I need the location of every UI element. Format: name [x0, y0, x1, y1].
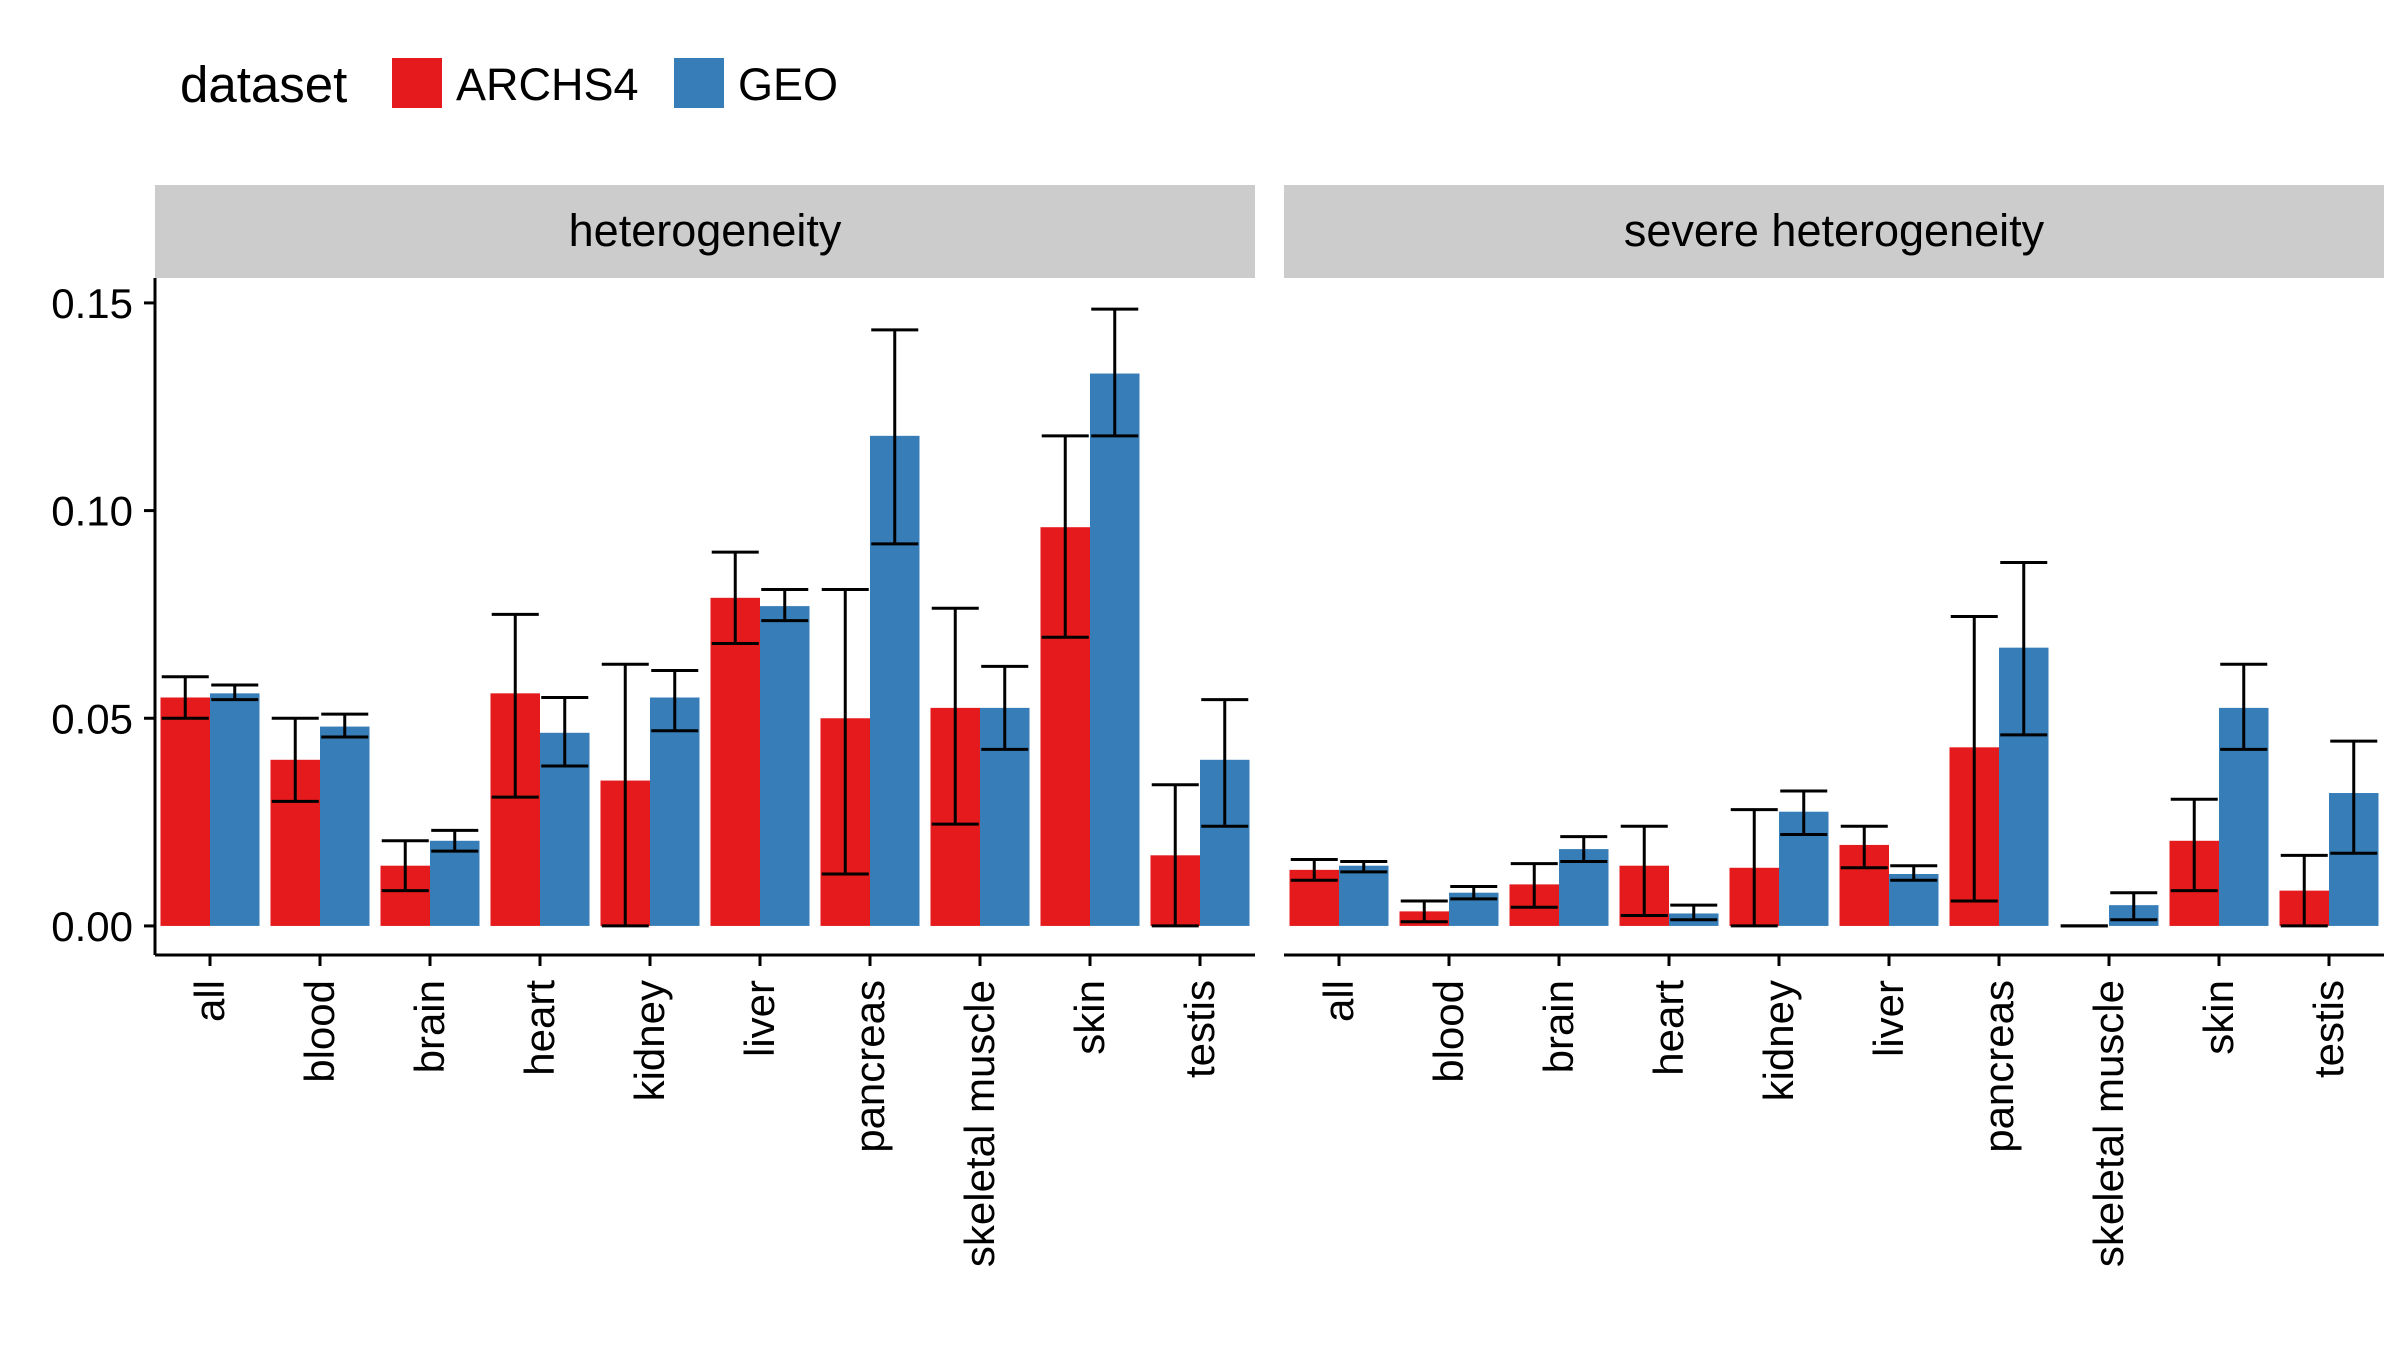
- bar-heterogeneity-skin-geo: [1090, 373, 1140, 926]
- x-tick-label-all: all: [186, 980, 233, 1022]
- errorbar-severe-heterogeneity-pancreas-archs4: [1950, 615, 1998, 903]
- bar-heterogeneity-kidney-geo: [650, 697, 700, 926]
- errorbar-severe-heterogeneity-blood-geo: [1450, 884, 1498, 901]
- panel-severe-heterogeneity: severe heterogeneity all blood brain heart k…: [1284, 185, 2384, 1267]
- x-tick-label-skin: skin: [1066, 980, 1113, 1055]
- legend-label-archs4: ARCHS4: [456, 59, 639, 110]
- strip-label-heterogeneity: heterogeneity: [569, 205, 842, 256]
- x-tick-label-kidney: kidney: [626, 980, 673, 1101]
- errorbar-heterogeneity-brain-geo: [431, 828, 479, 853]
- errorbar-severe-heterogeneity-pancreas-geo: [2000, 561, 2048, 737]
- bar-heterogeneity-brain-geo: [430, 840, 480, 926]
- bar-severe-heterogeneity-liver-geo: [1889, 874, 1939, 926]
- errorbar-heterogeneity-brain-archs4: [381, 839, 429, 893]
- errorbar-heterogeneity-skin-geo: [1091, 307, 1139, 438]
- x-tick-label-pancreas: pancreas: [846, 980, 893, 1153]
- bar-heterogeneity-liver-geo: [760, 606, 810, 926]
- x-tick-label-brain: brain: [406, 980, 453, 1073]
- errorbar-severe-heterogeneity-brain-geo: [1560, 835, 1608, 864]
- errorbar-severe-heterogeneity-liver-geo: [1890, 864, 1938, 882]
- x-tick-label-blood: blood: [1425, 980, 1472, 1083]
- errorbar-heterogeneity-blood-geo: [321, 712, 369, 739]
- errorbar-heterogeneity-heart-geo: [541, 695, 589, 768]
- y-tick-label: 0.10: [51, 488, 133, 535]
- legend-title: dataset: [180, 56, 347, 113]
- legend: dataset ARCHS4 GEO: [180, 56, 838, 113]
- y-tick-label: 0.05: [51, 695, 133, 742]
- errorbar-severe-heterogeneity-heart-archs4: [1620, 824, 1668, 918]
- errorbar-heterogeneity-kidney-geo: [651, 668, 699, 733]
- errorbar-heterogeneity-kidney-archs4: [601, 662, 649, 928]
- errorbar-severe-heterogeneity-all-archs4: [1290, 857, 1338, 882]
- errorbar-severe-heterogeneity-all-geo: [1340, 860, 1388, 874]
- strip-heterogeneity: [155, 185, 1255, 278]
- errorbar-heterogeneity-testis-geo: [1201, 698, 1249, 828]
- strip-severe-heterogeneity: [1284, 185, 2384, 278]
- plot-area-severe-heterogeneity: all blood brain heart kidney liver pancreas ske…: [1284, 561, 2384, 1267]
- strip-label-severe-heterogeneity: severe heterogeneity: [1624, 205, 2045, 256]
- bar-heterogeneity-blood-geo: [320, 726, 370, 926]
- x-tick-label-skin: skin: [2195, 980, 2242, 1055]
- x-tick-label-skeletal-muscle: skeletal muscle: [956, 980, 1003, 1267]
- errorbar-heterogeneity-skin-archs4: [1041, 434, 1089, 639]
- errorbar-severe-heterogeneity-testis-geo: [2330, 739, 2378, 855]
- x-tick-label-skeletal-muscle: skeletal muscle: [2085, 980, 2132, 1267]
- errorbar-severe-heterogeneity-liver-archs4: [1840, 824, 1888, 870]
- x-tick-label-heart: heart: [1645, 980, 1692, 1076]
- plot-area-heterogeneity: all blood brain heart kidney liver pancreas ske…: [155, 307, 1255, 1267]
- legend-label-geo: GEO: [738, 59, 838, 110]
- errorbar-severe-heterogeneity-brain-archs4: [1510, 862, 1558, 909]
- errorbar-severe-heterogeneity-skin-geo: [2220, 662, 2268, 751]
- errorbar-heterogeneity-heart-archs4: [491, 612, 539, 799]
- errorbar-severe-heterogeneity-skeletal-muscle-geo: [2110, 891, 2158, 922]
- x-tick-label-blood: blood: [296, 980, 343, 1083]
- errorbar-severe-heterogeneity-kidney-archs4: [1730, 808, 1778, 928]
- x-tick-label-testis: testis: [2305, 980, 2352, 1078]
- x-tick-label-testis: testis: [1176, 980, 1223, 1078]
- legend-swatch-archs4: [392, 58, 442, 108]
- x-tick-label-liver: liver: [1865, 980, 1912, 1057]
- errorbar-heterogeneity-pancreas-archs4: [821, 588, 869, 876]
- bar-heterogeneity-all-geo: [210, 693, 260, 926]
- x-tick-label-kidney: kidney: [1755, 980, 1802, 1101]
- legend-swatch-geo: [674, 58, 724, 108]
- errorbar-severe-heterogeneity-skin-archs4: [2170, 797, 2218, 893]
- y-axis: 0.00 0.05 0.10 0.15: [51, 278, 157, 955]
- errorbar-heterogeneity-blood-archs4: [271, 716, 319, 803]
- panel-heterogeneity: heterogeneity all blood brain heart kidney li…: [155, 185, 1255, 1267]
- bar-severe-heterogeneity-all-geo: [1339, 865, 1389, 926]
- x-tick-label-heart: heart: [516, 980, 563, 1076]
- y-tick-label: 0.00: [51, 903, 133, 950]
- errorbar-heterogeneity-all-geo: [211, 683, 259, 702]
- x-tick-label-pancreas: pancreas: [1975, 980, 2022, 1153]
- y-tick-label: 0.15: [51, 280, 133, 327]
- errorbar-severe-heterogeneity-blood-archs4: [1400, 899, 1448, 924]
- errorbar-heterogeneity-skeletal-muscle-geo: [981, 664, 1029, 751]
- errorbar-heterogeneity-liver-archs4: [711, 550, 759, 645]
- errorbar-heterogeneity-testis-archs4: [1151, 783, 1199, 928]
- x-tick-label-brain: brain: [1535, 980, 1582, 1073]
- errorbar-heterogeneity-pancreas-geo: [871, 328, 919, 546]
- bar-heterogeneity-liver-archs4: [710, 597, 760, 926]
- x-tick-label-liver: liver: [736, 980, 783, 1057]
- errorbar-severe-heterogeneity-testis-archs4: [2280, 853, 2328, 928]
- errorbar-heterogeneity-all-archs4: [161, 675, 209, 720]
- x-tick-label-all: all: [1315, 980, 1362, 1022]
- bar-heterogeneity-all-archs4: [160, 697, 210, 926]
- errorbar-heterogeneity-skeletal-muscle-archs4: [931, 606, 979, 826]
- errorbar-severe-heterogeneity-heart-geo: [1670, 903, 1718, 922]
- errorbar-severe-heterogeneity-kidney-geo: [1780, 789, 1828, 837]
- errorbar-heterogeneity-liver-geo: [761, 588, 809, 623]
